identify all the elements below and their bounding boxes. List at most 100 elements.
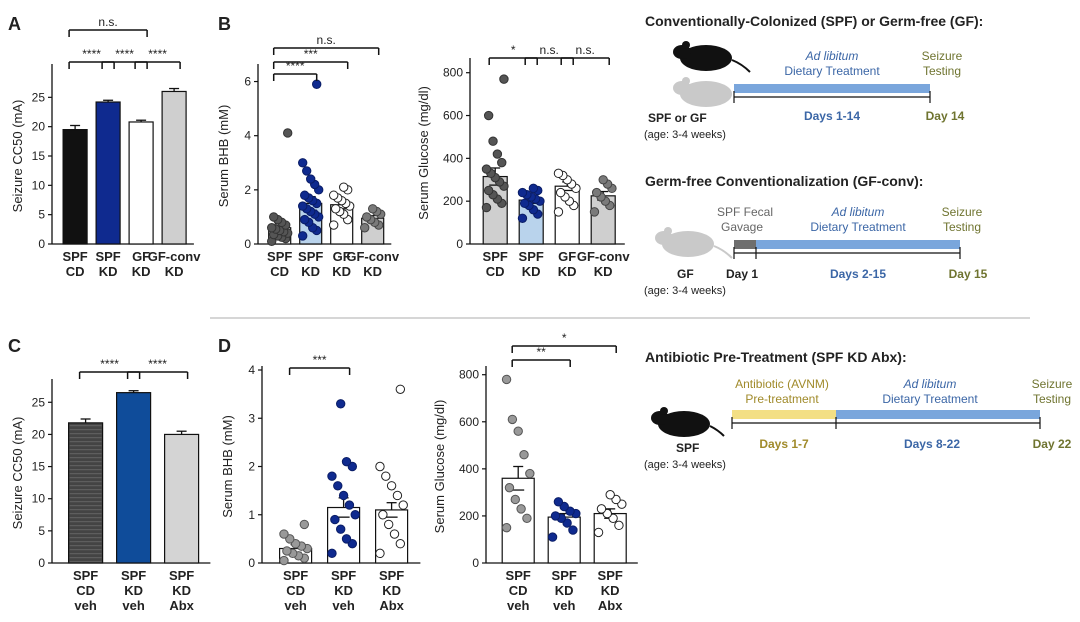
data-point <box>488 136 498 146</box>
timeline-title: Germ-free Conventionalization (GF-conv): <box>645 173 923 189</box>
x-tick-label: SPF <box>121 568 146 583</box>
data-point <box>507 414 518 425</box>
age-label: (age: 3-4 weeks) <box>644 459 726 471</box>
days-label: Days 1-14 <box>804 109 860 123</box>
data-point <box>327 471 337 481</box>
data-point <box>327 548 337 559</box>
y-tick-label: 25 <box>32 395 46 409</box>
bar <box>161 90 187 245</box>
data-point <box>501 522 512 533</box>
x-tick-label: KD <box>172 583 191 598</box>
dietary-treatment-label: Dietary Treatment <box>882 392 978 406</box>
end-day-label: Day 15 <box>949 267 988 281</box>
x-tick-label: KD <box>555 583 574 598</box>
data-point <box>338 490 349 501</box>
data-point <box>589 207 600 217</box>
x-tick-label: SPF <box>483 249 508 264</box>
x-tick-label: CD <box>66 264 85 279</box>
data-point <box>497 157 507 168</box>
panel-letter-b: B <box>218 14 231 34</box>
data-point <box>519 450 529 460</box>
dietary-treatment-label: Dietary Treatment <box>810 220 906 234</box>
significance-label: n.s. <box>540 43 559 57</box>
data-point <box>483 185 494 196</box>
x-tick-label: KD <box>332 264 351 279</box>
significance-label: *** <box>304 47 318 61</box>
y-tick-label: 25 <box>32 90 46 104</box>
gavage-label: SPF Fecal <box>717 205 773 219</box>
data-point <box>368 204 378 214</box>
data-point <box>360 223 370 233</box>
x-tick-label: GF <box>132 249 150 264</box>
data-point <box>298 231 308 241</box>
panel-letter-d: D <box>218 336 231 356</box>
timeline-gf-conv: Germ-free Conventionalization (GF-conv):… <box>644 173 988 297</box>
data-point <box>499 74 509 84</box>
x-tick-label: SPF <box>95 249 120 264</box>
gavage-label: Gavage <box>721 220 763 234</box>
y-tick-label: 400 <box>459 462 479 476</box>
data-point <box>522 513 532 523</box>
antibiotic-label: Antibiotic (AVNM) <box>735 377 829 391</box>
x-tick-label: KD <box>522 264 541 279</box>
y-tick-label: 200 <box>443 194 463 208</box>
x-tick-label: SPF <box>267 249 292 264</box>
x-tick-label: KD <box>132 264 151 279</box>
y-tick-label: 5 <box>38 524 45 538</box>
y-tick-label: 20 <box>32 120 46 134</box>
x-tick-label: SPF <box>519 249 544 264</box>
data-point <box>395 384 406 394</box>
significance-label: ** <box>537 345 547 359</box>
data-point <box>605 490 615 500</box>
testing-label: Testing <box>1033 392 1071 406</box>
x-tick-label: CD <box>270 264 289 279</box>
x-tick-label: SPF <box>598 568 623 583</box>
data-point <box>517 213 528 224</box>
bar <box>67 422 104 564</box>
data-point <box>329 190 339 200</box>
mouse-label: SPF or GF <box>648 111 707 125</box>
bar <box>115 392 152 564</box>
testing-label: Testing <box>943 220 981 234</box>
x-tick-label: SPF <box>506 568 531 583</box>
y-tick-label: 800 <box>459 368 479 382</box>
data-point <box>386 481 397 491</box>
significance-label: n.s. <box>98 15 117 29</box>
y-axis-label: Serum BHB (mM) <box>220 415 235 518</box>
seizure-label: Seizure <box>942 205 983 219</box>
x-tick-label: CD <box>486 264 505 279</box>
y-tick-label: 0 <box>38 237 45 251</box>
mouse-label: GF <box>677 267 694 281</box>
x-tick-label: KD <box>363 264 382 279</box>
data-point <box>339 182 349 192</box>
y-tick-label: 10 <box>32 492 46 506</box>
data-point <box>306 174 316 184</box>
ad-libitum-label: Ad libitum <box>805 49 859 63</box>
data-point <box>333 481 343 491</box>
x-tick-label: veh <box>332 598 354 613</box>
data-point <box>279 529 289 539</box>
y-tick-label: 600 <box>459 415 479 429</box>
data-point <box>279 555 289 566</box>
data-point <box>517 187 528 198</box>
data-point <box>344 500 355 510</box>
mouse-icon <box>651 407 725 437</box>
testing-label: Testing <box>923 64 961 78</box>
data-point <box>350 510 360 520</box>
pretreatment-label: Pre-treatment <box>745 392 819 406</box>
data-point <box>504 482 515 493</box>
data-point <box>383 519 394 530</box>
start-day-label: Day 1 <box>726 267 758 281</box>
x-tick-label: veh <box>122 598 144 613</box>
data-point <box>596 504 607 514</box>
y-tick-label: 4 <box>244 129 251 143</box>
mouse-icon <box>655 227 733 259</box>
data-point <box>553 207 564 217</box>
bar <box>164 433 200 564</box>
data-point <box>335 524 346 534</box>
y-tick-label: 2 <box>248 460 255 474</box>
y-axis-label: Serum Glucose (mg/dl) <box>416 86 431 220</box>
data-point <box>341 456 352 467</box>
